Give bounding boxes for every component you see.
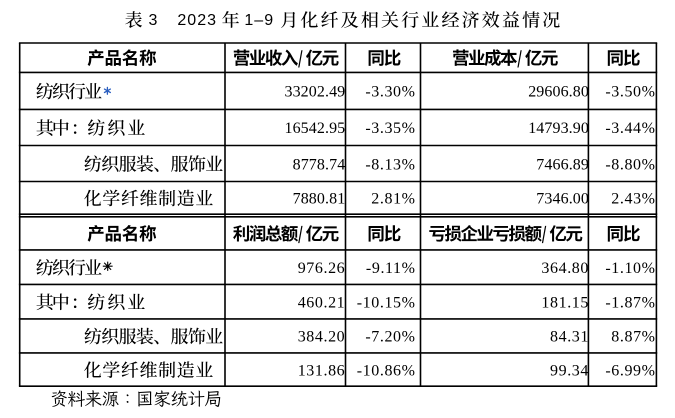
svg-text:181.15: 181.15	[541, 294, 589, 311]
svg-text:-3.30%: -3.30%	[365, 84, 415, 101]
svg-text:384.20: 384.20	[298, 329, 346, 346]
svg-text:-6.99%: -6.99%	[605, 362, 655, 379]
svg-text:3: 3	[149, 12, 158, 29]
svg-text:2023: 2023	[177, 12, 217, 29]
svg-text:8778.74: 8778.74	[293, 156, 346, 173]
svg-text:2.81%: 2.81%	[371, 191, 415, 208]
svg-text:16542.95: 16542.95	[284, 120, 345, 137]
svg-text:-10.86%: -10.86%	[357, 362, 416, 379]
svg-text:-10.15%: -10.15%	[357, 294, 416, 311]
svg-text:7346.00: 7346.00	[536, 191, 589, 208]
svg-text:-7.20%: -7.20%	[365, 329, 415, 346]
svg-text:-3.35%: -3.35%	[365, 120, 415, 137]
svg-text:-3.50%: -3.50%	[605, 84, 655, 101]
svg-text:1–9: 1–9	[244, 12, 274, 29]
svg-text:2.43%: 2.43%	[611, 191, 655, 208]
svg-text:364.80: 364.80	[541, 260, 589, 277]
svg-text:-1.10%: -1.10%	[605, 260, 655, 277]
svg-text:29606.80: 29606.80	[528, 84, 589, 101]
svg-text:460.21: 460.21	[298, 294, 346, 311]
svg-text:7880.81: 7880.81	[293, 191, 346, 208]
svg-text:8.87%: 8.87%	[611, 329, 655, 346]
svg-text:33202.49: 33202.49	[284, 84, 345, 101]
svg-text:976.26: 976.26	[298, 260, 346, 277]
svg-text:-9.11%: -9.11%	[366, 260, 416, 277]
svg-text:-8.80%: -8.80%	[605, 156, 655, 173]
svg-text:-3.44%: -3.44%	[605, 120, 655, 137]
svg-text:-8.13%: -8.13%	[365, 156, 415, 173]
svg-text:84.31: 84.31	[550, 329, 589, 346]
svg-text:-1.87%: -1.87%	[605, 294, 655, 311]
svg-text:14793.90: 14793.90	[528, 120, 589, 137]
svg-text:99.34: 99.34	[550, 362, 589, 379]
svg-text:7466.89: 7466.89	[536, 156, 589, 173]
svg-text:131.86: 131.86	[298, 362, 346, 379]
